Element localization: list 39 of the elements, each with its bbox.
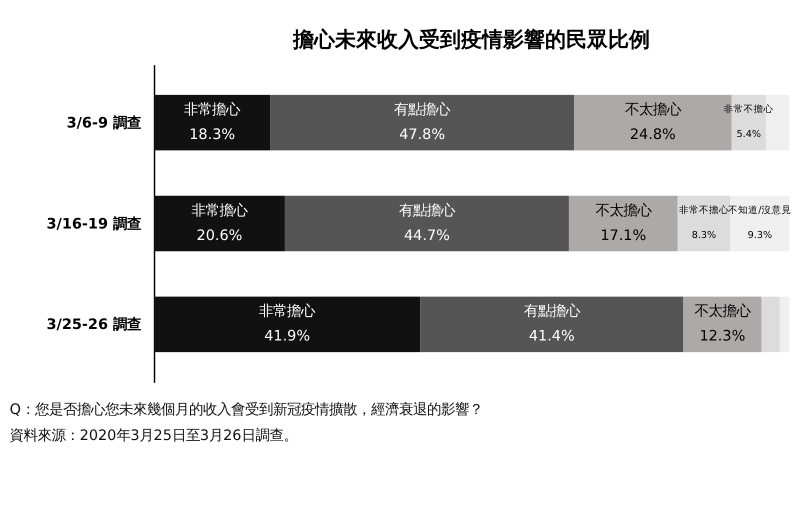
data-label: 17.1% — [600, 228, 646, 244]
y-tick-label: 3/6-9 調查 — [66, 114, 142, 132]
text: 不太擔心 — [694, 304, 750, 320]
data-label: 41.4% — [528, 328, 575, 345]
chart-title: 擔心未來收入受到疫情影響的民眾比例 — [292, 26, 650, 52]
y-tick-label: 3/25-26 調查 — [46, 316, 142, 334]
text: 非常擔心 — [184, 102, 240, 118]
data-label: 47.8% — [399, 127, 446, 144]
text: 非常擔心 — [259, 304, 316, 320]
text: 有點擔心 — [524, 304, 580, 320]
data-label: 18.3% — [189, 127, 236, 144]
text: Q：您是否擔心您未來幾個月的收入會受到新冠疫情擴散，經濟衰退的影響？ — [10, 402, 483, 418]
bar — [284, 196, 569, 252]
series-label: 非常擔心 — [191, 202, 248, 219]
data-label: 20.6% — [196, 228, 242, 244]
source-note: 資料來源：2020年3月25日至3月26日調查。 — [10, 428, 298, 444]
bar — [154, 296, 420, 352]
bar — [780, 296, 790, 352]
bar — [761, 296, 780, 352]
bar — [154, 94, 270, 150]
bar — [270, 94, 574, 150]
series-label: 非常不擔心 — [678, 204, 729, 216]
data-label: 12.3% — [699, 328, 746, 345]
data-label: 44.7% — [404, 228, 450, 244]
text: 不太擔心 — [624, 102, 681, 118]
text: 非常不擔心 — [724, 104, 774, 116]
y-tick-label: 3/16-19 調查 — [46, 215, 142, 232]
data-label: 41.9% — [264, 328, 310, 345]
series-label: 不太擔心 — [595, 202, 652, 219]
data-label: 8.3% — [692, 230, 716, 241]
data-label: 24.8% — [630, 127, 676, 144]
bar — [154, 196, 285, 252]
text: 有點擔心 — [394, 102, 450, 118]
bar — [568, 196, 678, 252]
series-label: 不知道/沒意見 — [728, 204, 792, 216]
data-label: 9.3% — [748, 230, 772, 241]
series-label: 有點擔心 — [398, 202, 455, 219]
bar — [420, 296, 684, 352]
data-label: 5.4% — [736, 129, 761, 140]
